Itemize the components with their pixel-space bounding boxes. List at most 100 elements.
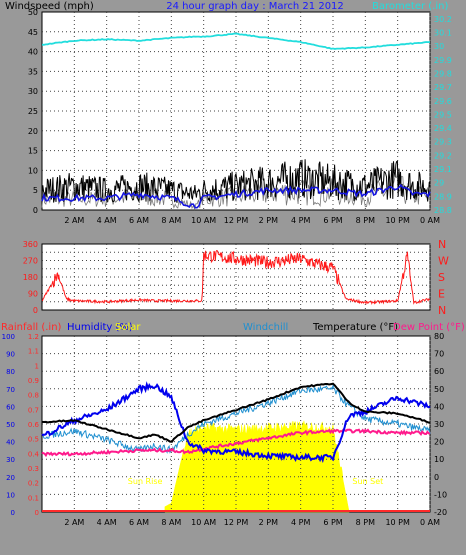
time-tick-label: 12 PM [224,216,249,225]
time-tick-label: 10 AM [191,518,216,527]
rainfall-tick-label: 0.4 [28,450,40,458]
rainfall-tick-label: 0.3 [28,465,39,473]
windspeed-tick-label: 50 [28,8,38,17]
temperature-tick-label: 50 [434,385,444,394]
temperature-tick-label: 30 [434,420,444,429]
windspeed-tick-label: 15 [28,147,38,156]
time-tick-label: 6 AM [129,518,149,527]
compass-label: W [438,255,449,268]
temperature-tick-label: 60 [434,367,444,376]
humidity-tick-label: 10 [6,491,15,499]
humidity-tick-label: 30 [6,456,15,464]
graph-title: 24 hour graph day : March 21 2012 [166,1,344,12]
solar-series-area [164,420,350,513]
temperature-tick-label: 0 [434,473,439,482]
temperature-tick-label: 70 [434,350,444,359]
wind-direction-series-line [41,250,431,306]
barometer-tick-label: 30 [434,42,444,51]
rainfall-axis-title: Rainfall (.in) [1,322,62,333]
temperature-humidity-panel: 0 0.1 0.2 0.3 0.4 0.5 0.6 0.7 0.8 0.9 1 1.1 1.2 0 10 20… [2,332,447,527]
barometer-tick-label: 29.1 [434,165,452,174]
temperature-axis-title: Temperature (°F) [312,322,398,333]
barometer-tick-label: 29 [434,179,444,188]
time-tick-label: 10 PM [385,216,410,225]
humidity-tick-label: 70 [6,386,15,394]
windspeed-tick-label: 35 [28,67,38,76]
time-tick-label: 10 PM [385,518,410,527]
barometer-axis-title: Barometer (.in) [372,1,448,12]
direction-tick-label: 90 [28,290,38,299]
dewpoint-axis-title: Dew Point (°F) [393,322,465,333]
windspeed-barometer-panel: 0 5 10 15 20 25 30 35 40 45 50 28.8 28.9 29 29.1 29.2 29… [28,8,452,225]
dewpoint-series-line [41,428,431,458]
time-tick-label: 6 PM [323,216,342,225]
rainfall-tick-label: 0.9 [28,377,39,385]
temperature-tick-label: 20 [434,438,444,447]
time-tick-label: 2 AM [64,518,84,527]
time-tick-label: 8 PM [356,216,375,225]
barometer-tick-label: 29.6 [434,97,452,106]
rainfall-tick-label: 0.8 [28,392,39,400]
rainfall-tick-label: 0 [35,509,39,517]
humidity-tick-label: 0 [11,509,15,517]
compass-label: N [438,304,446,317]
humidity-tick-label: 50 [6,421,15,429]
humidity-axis-title: Humidity (%) [67,322,133,333]
humidity-tick-label: 60 [6,403,15,411]
windspeed-tick-label: 0 [33,206,38,215]
windspeed-tick-label: 5 [33,186,38,195]
barometer-tick-label: 29.7 [434,83,452,92]
time-tick-label: 4 PM [291,216,310,225]
barometer-tick-label: 29.4 [434,124,452,133]
barometer-series-line [41,32,431,50]
compass-label: S [438,271,445,284]
time-tick-label: 0 AM [420,216,440,225]
time-tick-label: 8 AM [161,216,181,225]
windspeed-tick-label: 25 [28,107,38,116]
windchill-axis-title: Windchill [243,322,288,333]
windspeed-tick-label: 30 [28,87,38,96]
humidity-tick-label: 40 [6,439,15,447]
time-tick-label: 6 PM [323,518,342,527]
humidity-tick-label: 90 [6,351,15,359]
time-tick-label: 8 PM [356,518,375,527]
time-tick-label: 0 AM [420,518,440,527]
barometer-tick-label: 29.8 [434,69,452,78]
windchill-series-line [41,383,431,454]
humidity-tick-label: 80 [6,368,15,376]
temperature-tick-label: -10 [434,490,447,499]
time-tick-label: 8 AM [161,518,181,527]
humidity-series-line [41,381,431,464]
time-tick-label: 2 PM [259,216,278,225]
windspeed-tick-label: 45 [28,28,38,37]
windspeed-tick-label: 20 [28,127,38,136]
rainfall-tick-label: 0.1 [28,494,39,502]
time-tick-label: 6 AM [129,216,149,225]
humidity-tick-label: 20 [6,474,15,482]
barometer-tick-label: 28.8 [434,206,452,215]
rainfall-tick-label: 1.2 [28,333,39,341]
solar-axis-title: Solar [115,322,141,333]
windspeed-series-line [41,159,431,204]
time-tick-label: 10 AM [191,216,216,225]
rainfall-tick-label: 0.6 [28,421,40,429]
temperature-tick-label: 10 [434,455,444,464]
time-tick-label: 2 PM [259,518,278,527]
humidity-tick-label: 100 [2,333,15,341]
compass-label: E [438,288,445,301]
barometer-tick-label: 28.9 [434,192,452,201]
wind-average-series-line [41,183,431,209]
direction-tick-label: 270 [23,257,38,266]
time-tick-label: 4 AM [97,216,117,225]
rainfall-tick-label: 0.5 [28,436,39,444]
barometer-tick-label: 29.5 [434,110,452,119]
direction-tick-label: 180 [23,273,38,282]
barometer-tick-label: 30.1 [434,28,452,37]
barometer-tick-label: 30.2 [434,15,452,24]
time-tick-label: 12 PM [224,518,249,527]
barometer-tick-label: 29.3 [434,138,452,147]
rainfall-tick-label: 1.1 [28,348,39,356]
compass-label: N [438,238,446,251]
windspeed-tick-label: 10 [28,166,38,175]
